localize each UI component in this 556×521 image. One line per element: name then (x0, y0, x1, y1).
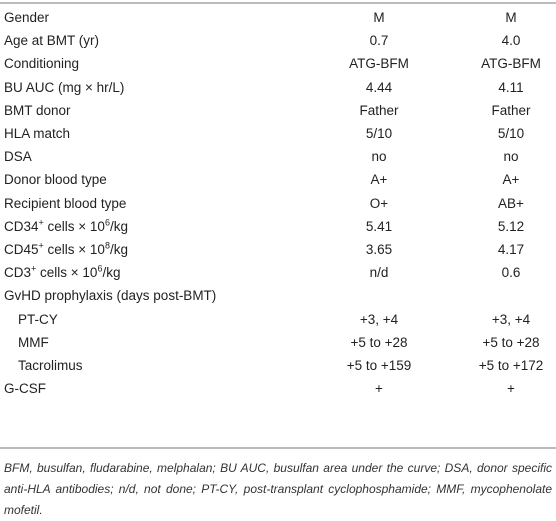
label-text: CD3 (4, 265, 32, 281)
value-cell: M (373, 10, 385, 25)
label-text: Recipient blood type (4, 195, 127, 211)
value-cell: no (371, 149, 387, 165)
row-label: HLA match (4, 122, 70, 145)
value-cell: +5 to +28 (482, 334, 540, 350)
label-text: cells × 10 (43, 218, 105, 234)
label-text: Tacrolimus (18, 358, 83, 373)
label-text: Gender (4, 10, 50, 25)
row-label: Conditioning (4, 52, 79, 75)
row-label: PT-CY (18, 308, 58, 331)
value-cell: 0.7 (369, 33, 389, 49)
row-label: GvHD prophylaxis (days post-BMT) (4, 284, 216, 307)
value-cell: 4.0 (501, 33, 521, 49)
superscript: 6 (97, 263, 103, 274)
label-text: /kg (102, 265, 121, 281)
value-cell: Father (491, 102, 531, 118)
superscript: + (38, 217, 44, 228)
label-text: /kg (109, 218, 128, 234)
superscript: 6 (104, 217, 110, 228)
row-label: BMT donor (4, 99, 71, 122)
value-cell: +3, +4 (359, 311, 399, 327)
row-label: Recipient blood type (4, 192, 126, 215)
label-text: HLA match (4, 126, 71, 141)
value-cell: +5 to +28 (350, 334, 408, 350)
label-text: Age at BMT (yr) (4, 33, 100, 49)
label-text: BU AUC (mg × hr/L) (4, 79, 125, 95)
value-cell: no (503, 149, 519, 165)
value-cell: +3, +4 (491, 311, 531, 327)
label-text: cells × 10 (43, 242, 105, 257)
value-cell: 5.12 (497, 218, 525, 234)
label-text: CD45 (4, 242, 39, 257)
row-label: DSA (4, 145, 32, 168)
row-label: CD3+ cells × 106/kg (4, 261, 120, 284)
label-text: /kg (109, 242, 128, 257)
value-cell: 4.11 (498, 79, 524, 95)
footnote: BFM, busulfan, fludarabine, melphalan; B… (4, 461, 552, 517)
label-text: GvHD prophylaxis (days post-BMT) (4, 288, 217, 304)
value-cell: 4.44 (365, 79, 393, 95)
row-label: Age at BMT (yr) (4, 29, 99, 52)
label-text: DSA (4, 149, 32, 165)
bottom-rule (0, 447, 556, 449)
label-text: G-CSF (4, 381, 46, 397)
value-cell: ATG-BFM (481, 56, 541, 72)
value-cell: 3.65 (365, 242, 393, 257)
top-rule (0, 2, 556, 4)
label-text: Donor blood type (4, 172, 107, 188)
row-label: Donor blood type (4, 168, 107, 191)
value-cell: + (507, 381, 515, 397)
value-cell: 5.41 (365, 218, 393, 234)
row-label: CD34+ cells × 106/kg (4, 215, 128, 238)
row-label: Gender (4, 6, 49, 29)
row-label: G-CSF (4, 377, 46, 400)
value-cell: + (375, 381, 383, 397)
value-cell: M (505, 10, 517, 25)
row-label: MMF (18, 331, 49, 354)
value-cell: A+ (502, 172, 520, 188)
label-text: MMF (18, 334, 49, 350)
value-cell: 5/10 (365, 126, 393, 141)
value-cell: 0.6 (501, 265, 521, 281)
row-label: BU AUC (mg × hr/L) (4, 76, 124, 99)
value-cell: +5 to +172 (478, 358, 544, 373)
label-text: Conditioning (4, 56, 80, 72)
superscript: + (38, 240, 44, 251)
label-text: BMT donor (4, 102, 71, 118)
label-text: cells × 10 (36, 265, 98, 281)
value-cell: +5 to +159 (346, 358, 412, 373)
value-cell: Father (359, 102, 399, 118)
value-cell: O+ (369, 195, 389, 211)
value-cell: n/d (369, 265, 389, 281)
value-cell: 5/10 (497, 126, 525, 141)
label-text: CD34 (4, 218, 39, 234)
row-label: CD45+ cells × 108/kg (4, 238, 128, 261)
label-text: PT-CY (18, 311, 58, 327)
superscript: + (31, 263, 37, 274)
row-label: Tacrolimus (18, 354, 83, 377)
value-cell: AB+ (498, 195, 524, 211)
value-cell: ATG-BFM (349, 56, 409, 72)
value-cell: 4.17 (497, 242, 525, 257)
superscript: 8 (104, 240, 110, 251)
value-cell: A+ (370, 172, 388, 188)
